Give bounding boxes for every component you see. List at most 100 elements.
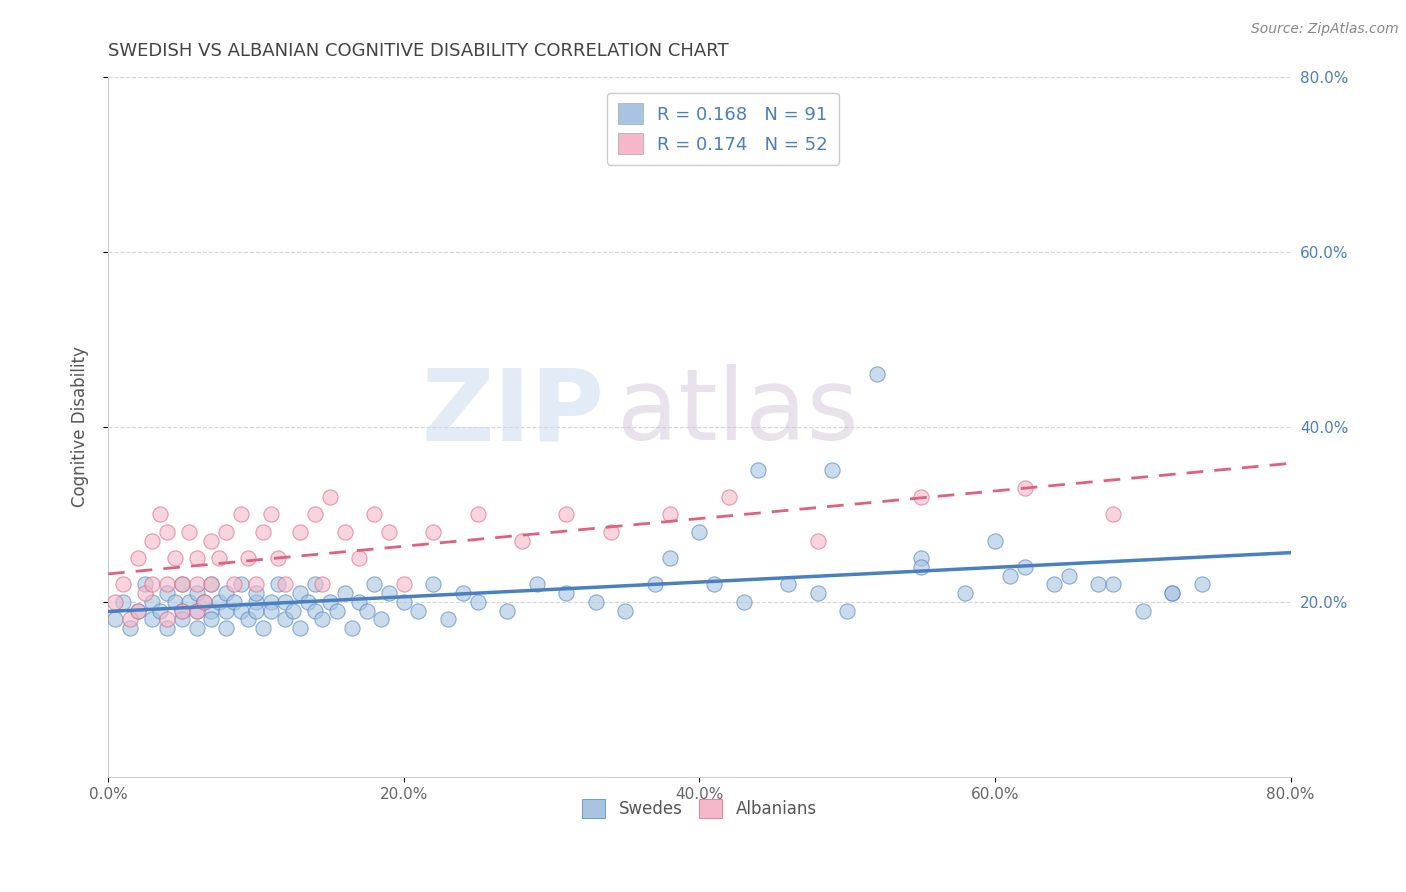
Text: Source: ZipAtlas.com: Source: ZipAtlas.com [1251, 22, 1399, 37]
Point [1087, 577, 1109, 591]
Point [311, 612, 333, 626]
Point [186, 603, 208, 617]
Point [304, 508, 326, 522]
Point [127, 551, 149, 566]
Point [141, 595, 163, 609]
Point [319, 595, 342, 609]
Point [510, 533, 533, 548]
Point [170, 603, 193, 617]
Point [340, 621, 363, 635]
Point [141, 577, 163, 591]
Point [910, 551, 932, 566]
Point [304, 603, 326, 617]
Point [281, 603, 304, 617]
Point [984, 533, 1007, 548]
Text: atlas: atlas [616, 364, 858, 461]
Point [955, 586, 977, 600]
Point [333, 524, 356, 539]
Point [451, 586, 474, 600]
Point [120, 612, 142, 626]
Point [259, 603, 281, 617]
Point [370, 612, 392, 626]
Legend: Swedes, Albanians: Swedes, Albanians [575, 792, 824, 824]
Point [245, 586, 267, 600]
Point [422, 524, 444, 539]
Point [288, 524, 311, 539]
Point [297, 595, 319, 609]
Point [274, 595, 297, 609]
Point [837, 603, 859, 617]
Point [658, 508, 681, 522]
Point [200, 577, 222, 591]
Point [186, 621, 208, 635]
Point [776, 577, 799, 591]
Point [156, 612, 179, 626]
Point [215, 603, 238, 617]
Point [319, 490, 342, 504]
Point [179, 524, 201, 539]
Point [245, 577, 267, 591]
Point [998, 568, 1021, 582]
Point [259, 508, 281, 522]
Point [526, 577, 548, 591]
Point [170, 603, 193, 617]
Point [392, 595, 415, 609]
Point [215, 621, 238, 635]
Point [363, 508, 385, 522]
Point [193, 595, 215, 609]
Point [163, 595, 186, 609]
Point [170, 612, 193, 626]
Point [163, 551, 186, 566]
Point [1102, 508, 1125, 522]
Point [222, 577, 245, 591]
Point [200, 533, 222, 548]
Point [333, 586, 356, 600]
Point [274, 612, 297, 626]
Point [1132, 603, 1154, 617]
Point [120, 621, 142, 635]
Point [614, 603, 637, 617]
Point [156, 586, 179, 600]
Point [252, 524, 274, 539]
Point [1102, 577, 1125, 591]
Point [288, 586, 311, 600]
Y-axis label: Cognitive Disability: Cognitive Disability [72, 346, 89, 508]
Point [215, 524, 238, 539]
Text: SWEDISH VS ALBANIAN COGNITIVE DISABILITY CORRELATION CHART: SWEDISH VS ALBANIAN COGNITIVE DISABILITY… [108, 42, 728, 60]
Point [1057, 568, 1080, 582]
Point [733, 595, 755, 609]
Point [274, 577, 297, 591]
Point [585, 595, 607, 609]
Point [910, 559, 932, 574]
Point [229, 577, 252, 591]
Point [717, 490, 740, 504]
Point [149, 508, 172, 522]
Point [222, 595, 245, 609]
Point [186, 577, 208, 591]
Point [866, 368, 889, 382]
Point [437, 612, 460, 626]
Point [555, 586, 578, 600]
Point [422, 577, 444, 591]
Point [104, 612, 127, 626]
Point [392, 577, 415, 591]
Point [349, 551, 371, 566]
Point [599, 524, 621, 539]
Point [127, 603, 149, 617]
Point [644, 577, 666, 591]
Point [179, 595, 201, 609]
Point [363, 577, 385, 591]
Point [326, 603, 349, 617]
Point [1014, 559, 1036, 574]
Point [134, 586, 156, 600]
Point [288, 621, 311, 635]
Point [349, 595, 371, 609]
Point [356, 603, 378, 617]
Point [186, 551, 208, 566]
Point [111, 595, 134, 609]
Point [555, 508, 578, 522]
Point [156, 524, 179, 539]
Point [229, 508, 252, 522]
Point [378, 586, 401, 600]
Point [267, 551, 290, 566]
